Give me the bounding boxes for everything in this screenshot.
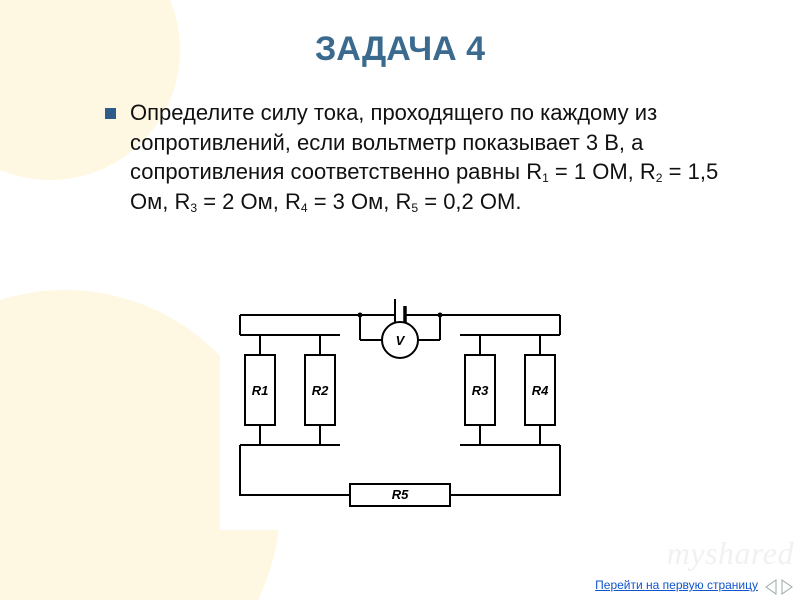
r2-label: R xyxy=(640,159,656,184)
page-title: ЗАДАЧА 4 xyxy=(0,30,800,69)
r5-sub: 5 xyxy=(411,201,418,215)
body-block: Определите силу тока, проходящего по каж… xyxy=(105,98,740,217)
r1-label: R xyxy=(526,159,542,184)
r5-val: = 0,2 ОМ. xyxy=(418,189,521,214)
r1-val: = 1 ОМ, xyxy=(549,159,640,184)
r3-val: = 2 Ом, xyxy=(197,189,285,214)
label-v: V xyxy=(396,333,406,348)
r3-sub: 3 xyxy=(190,201,197,215)
circuit-diagram: R1 R2 R3 R4 R5 V xyxy=(220,290,580,530)
r4-val: = 3 Ом, xyxy=(308,189,396,214)
circuit-svg: R1 R2 R3 R4 R5 V xyxy=(220,290,580,530)
nav-arrows xyxy=(764,579,794,595)
label-r2: R2 xyxy=(312,383,329,398)
r2-sub: 2 xyxy=(656,171,663,185)
first-slide-link[interactable]: Перейти на первую страницу xyxy=(595,578,758,592)
body-text: Определите силу тока, проходящего по каж… xyxy=(130,98,740,217)
r5-label: R xyxy=(396,189,412,214)
r4-label: R xyxy=(285,189,301,214)
r4-sub: 4 xyxy=(301,201,308,215)
label-r5: R5 xyxy=(392,487,409,502)
label-r3: R3 xyxy=(472,383,489,398)
node-v-left xyxy=(358,313,363,318)
nav-prev-icon[interactable] xyxy=(764,579,778,595)
wire-bottom-right xyxy=(450,465,560,495)
slide: ЗАДАЧА 4 Определите силу тока, проходяще… xyxy=(0,0,800,600)
label-r4: R4 xyxy=(532,383,549,398)
r1-sub: 1 xyxy=(542,171,549,185)
node-v-right xyxy=(438,313,443,318)
r3-label: R xyxy=(174,189,190,214)
wire-bottom-left xyxy=(240,465,350,495)
bullet-square-icon xyxy=(105,108,116,119)
nav-next-icon[interactable] xyxy=(780,579,794,595)
label-r1: R1 xyxy=(252,383,269,398)
